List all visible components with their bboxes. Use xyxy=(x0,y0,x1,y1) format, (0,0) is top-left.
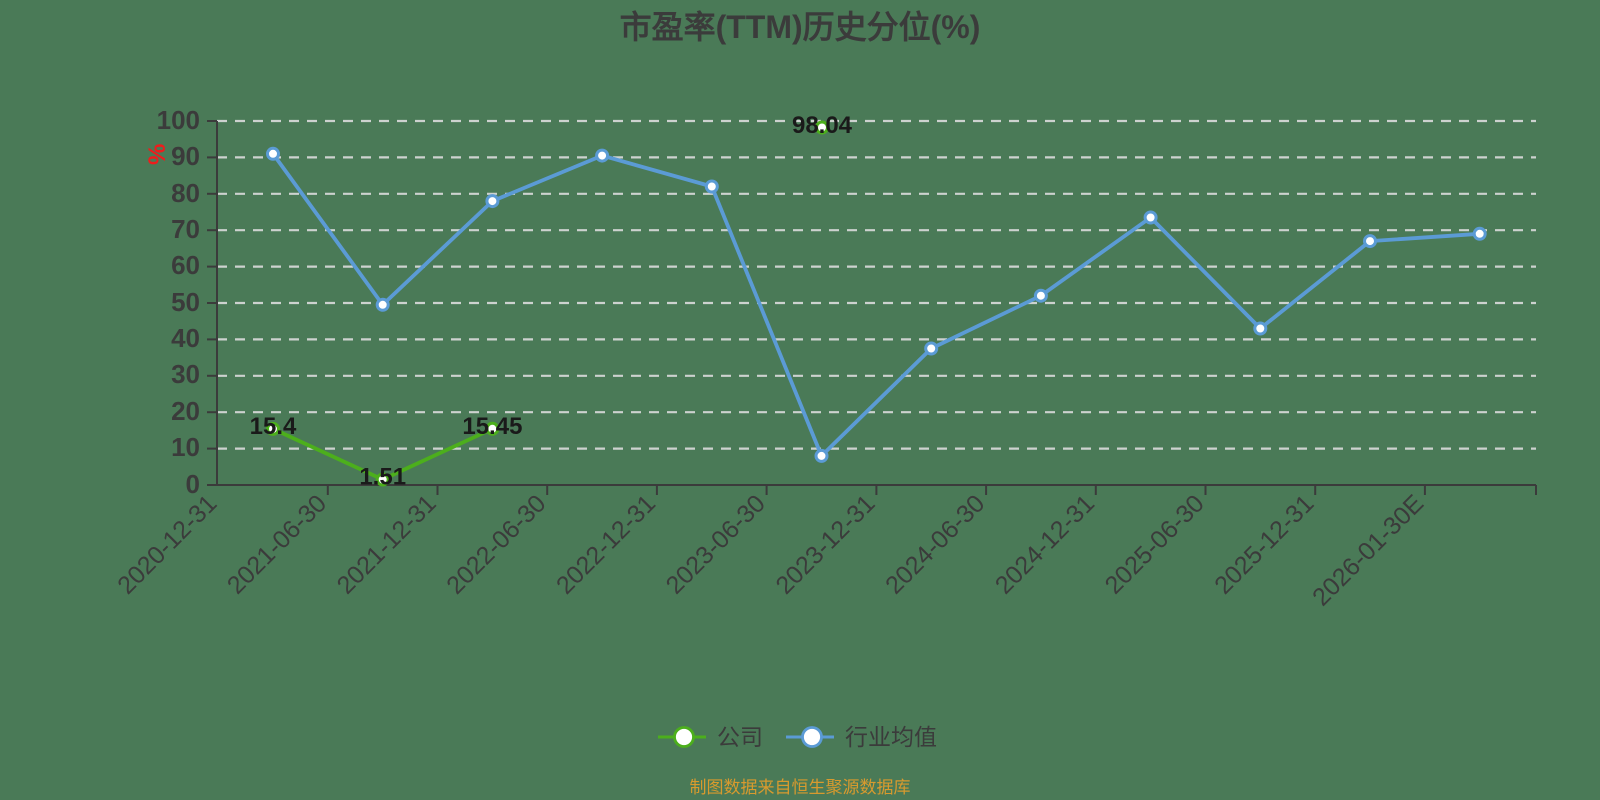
svg-text:2022-12-31: 2022-12-31 xyxy=(551,489,661,599)
svg-text:行业均值: 行业均值 xyxy=(845,724,937,750)
svg-text:公司: 公司 xyxy=(717,724,763,750)
svg-text:50: 50 xyxy=(171,287,200,317)
svg-text:15.4: 15.4 xyxy=(250,413,297,440)
svg-text:40: 40 xyxy=(171,323,200,353)
svg-text:70: 70 xyxy=(171,214,200,244)
svg-text:80: 80 xyxy=(171,178,200,208)
svg-text:2024-12-31: 2024-12-31 xyxy=(990,489,1100,599)
svg-text:60: 60 xyxy=(171,250,200,280)
svg-text:15.45: 15.45 xyxy=(462,413,522,440)
svg-text:2021-12-31: 2021-12-31 xyxy=(332,489,442,599)
svg-text:10: 10 xyxy=(171,432,200,462)
svg-text:2026-01-30E: 2026-01-30E xyxy=(1307,489,1429,611)
svg-text:2021-06-30: 2021-06-30 xyxy=(222,489,332,599)
svg-text:2023-06-30: 2023-06-30 xyxy=(661,489,771,599)
svg-text:100: 100 xyxy=(157,105,200,135)
svg-text:2023-12-31: 2023-12-31 xyxy=(770,489,880,599)
svg-text:2022-06-30: 2022-06-30 xyxy=(441,489,551,599)
svg-text:90: 90 xyxy=(171,141,200,171)
svg-text:30: 30 xyxy=(171,359,200,389)
svg-text:2020-12-31: 2020-12-31 xyxy=(112,489,222,599)
svg-text:20: 20 xyxy=(171,396,200,426)
svg-text:%: % xyxy=(144,144,171,165)
svg-text:2024-06-30: 2024-06-30 xyxy=(880,489,990,599)
svg-text:2025-12-31: 2025-12-31 xyxy=(1209,489,1319,599)
svg-text:2025-06-30: 2025-06-30 xyxy=(1100,489,1210,599)
svg-text:1.51: 1.51 xyxy=(359,464,406,491)
svg-text:98.04: 98.04 xyxy=(792,112,853,139)
